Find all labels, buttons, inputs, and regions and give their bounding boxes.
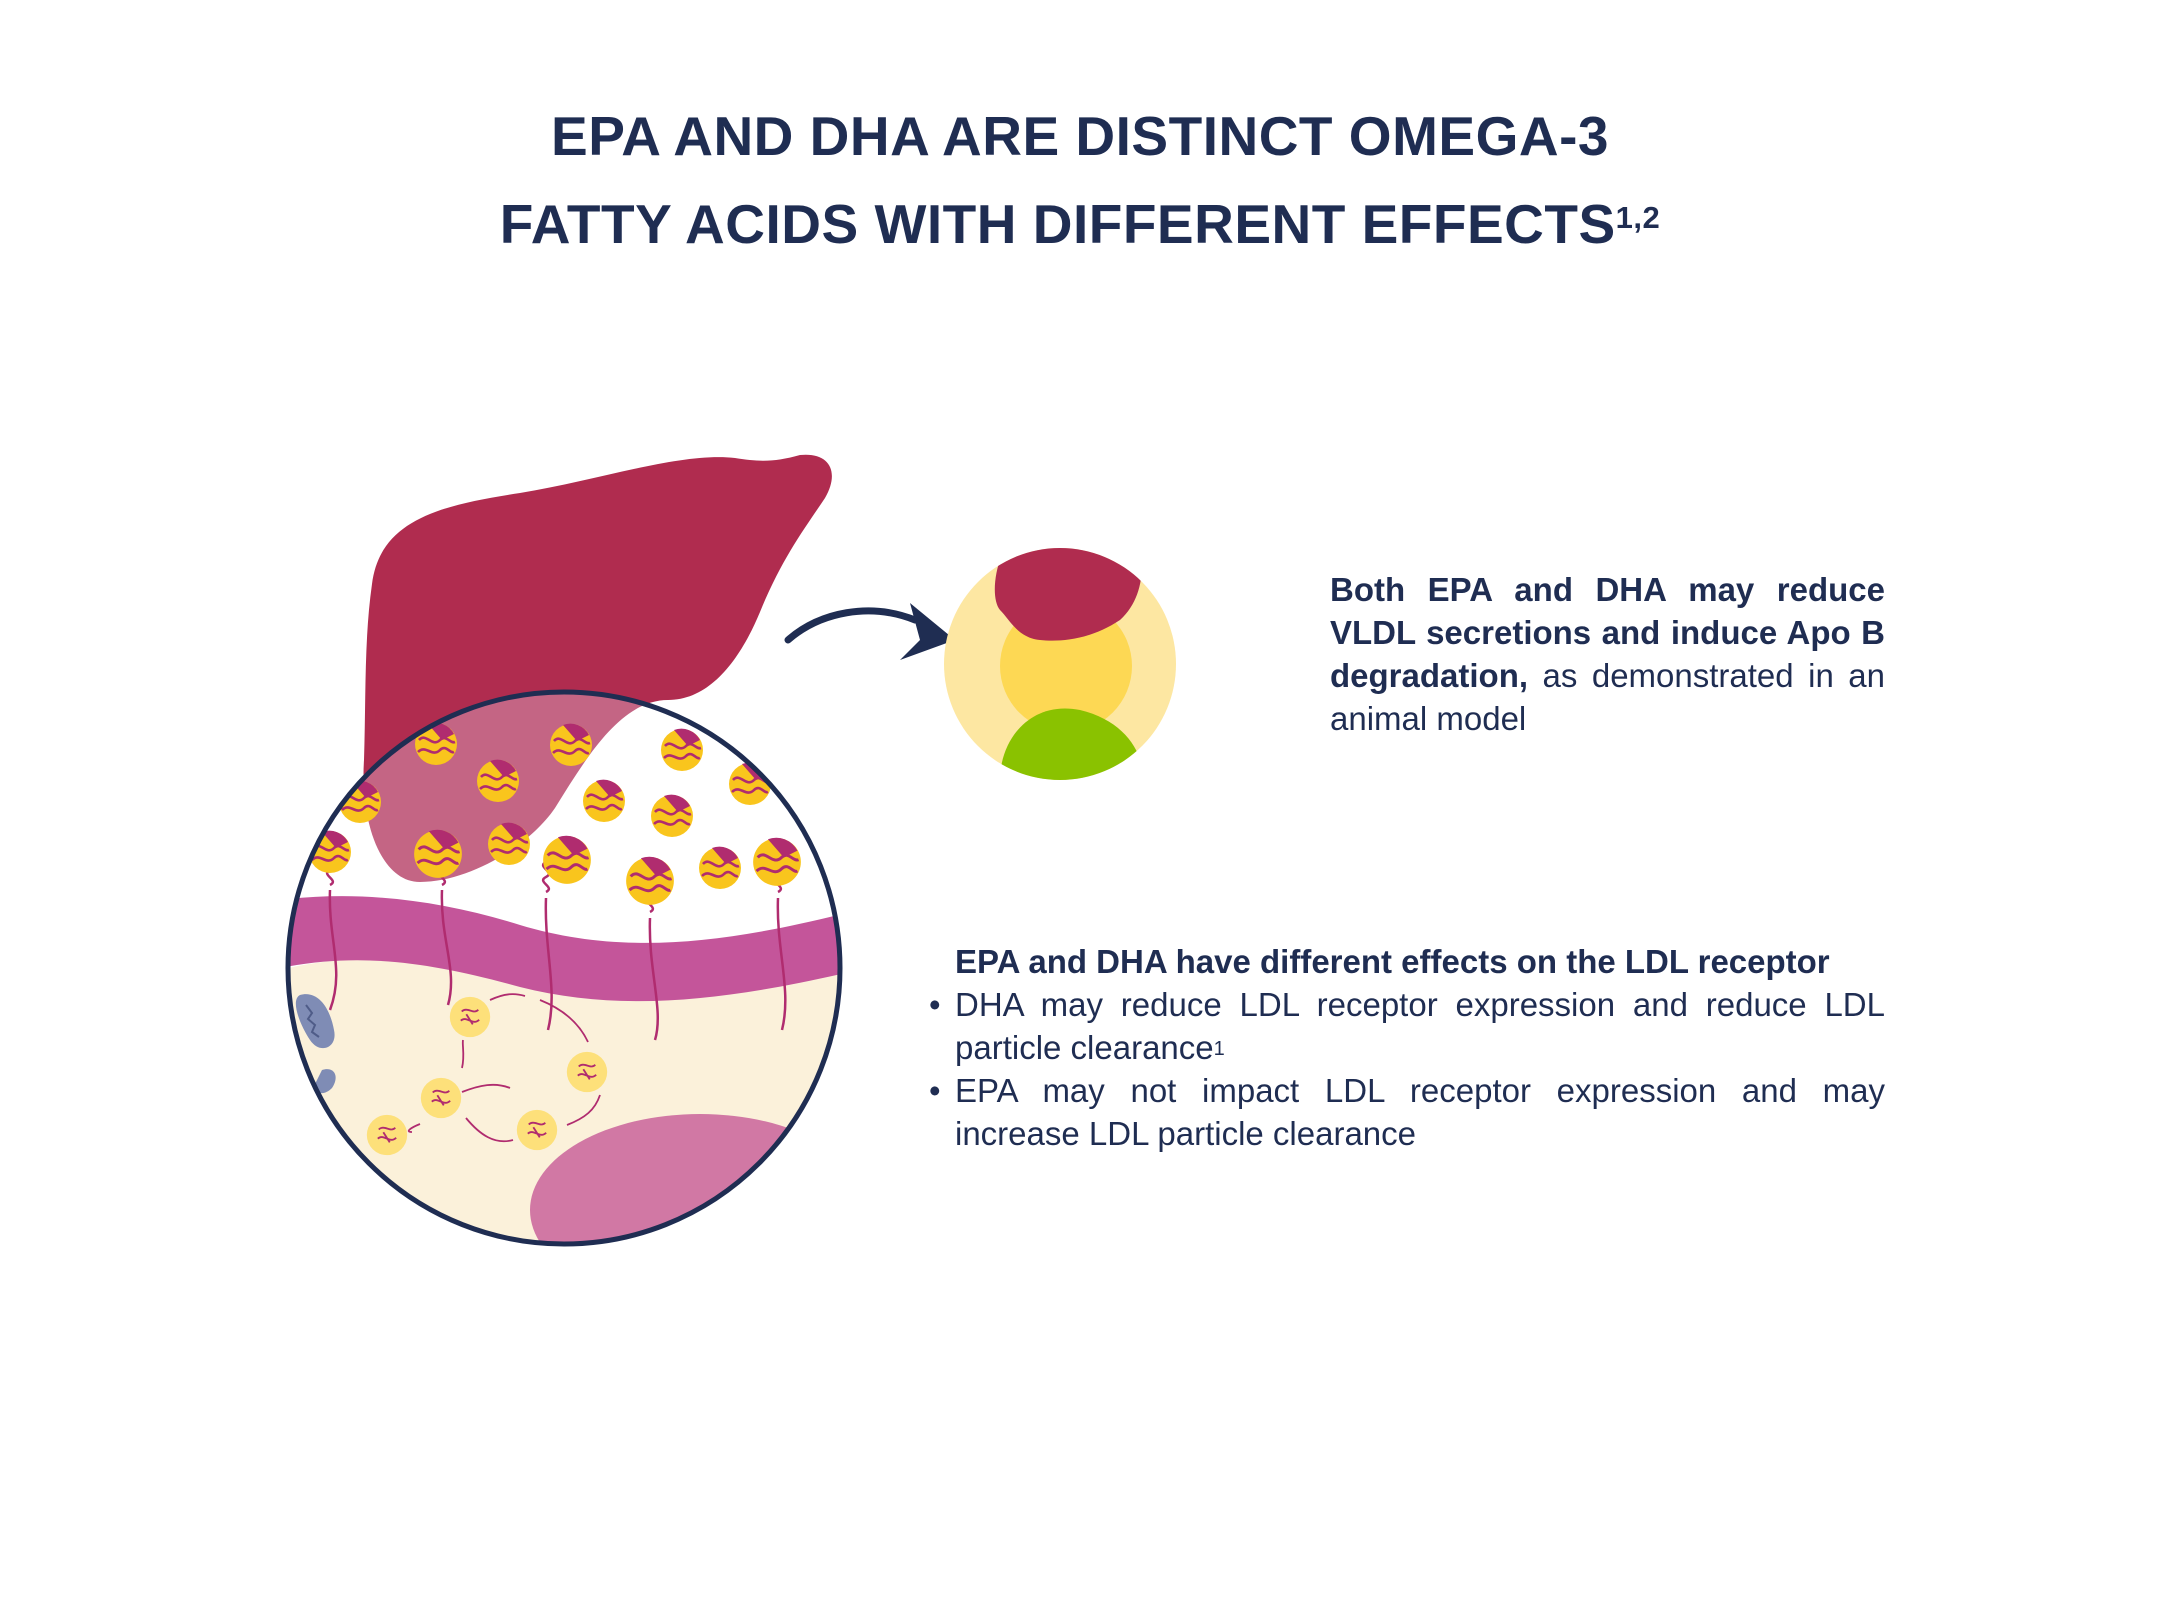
vldl-panel-bold: Both EPA and DHA may reduce VLDL secreti… [1330, 571, 1885, 694]
ldl-bullet-epa: EPA may not impact LDL receptor expressi… [929, 1069, 1885, 1155]
ldl-bullet-dha: DHA may reduce LDL receptor expression a… [929, 983, 1885, 1069]
vldl-panel-text: Both EPA and DHA may reduce VLDL secreti… [1330, 568, 1885, 740]
page-title: EPA AND DHA ARE DISTINCT OMEGA-3 FATTY A… [0, 92, 2160, 268]
curved-arrow [784, 607, 919, 644]
mitochondrion [295, 994, 335, 1049]
ldl-panel-heading: EPA and DHA have different effects on th… [955, 943, 1830, 980]
title-line-1: EPA AND DHA ARE DISTINCT OMEGA-3 [551, 105, 1609, 167]
title-reference: 1,2 [1615, 200, 1661, 235]
ldl-bullet-dha-ref: 1 [1213, 1038, 1225, 1060]
apo-red-segment [994, 548, 1143, 641]
trafficking-arrows [407, 993, 601, 1143]
vldl-panel-normal: as demonstrated in an animal model [1330, 657, 1885, 737]
zoom-circle-border [285, 689, 843, 1247]
cell-membrane [288, 896, 840, 1002]
apo-blue-segment [1185, 620, 1200, 710]
ldl-panel: EPA and DHA have different effects on th… [929, 940, 1885, 1155]
ldl-bullet-dha-text: DHA may reduce LDL receptor expression a… [955, 986, 1885, 1066]
title-line-2: FATTY ACIDS WITH DIFFERENT EFFECTS1,2 [0, 180, 2160, 268]
title-line-2-text: FATTY ACIDS WITH DIFFERENT EFFECTS [499, 193, 1616, 255]
ldl-bullet-epa-text: EPA may not impact LDL receptor expressi… [955, 1072, 1885, 1152]
apo-green-segment [1000, 708, 1143, 780]
ldl-bullet-list: DHA may reduce LDL receptor expression a… [929, 983, 1885, 1155]
vldl-particle [944, 548, 1200, 780]
